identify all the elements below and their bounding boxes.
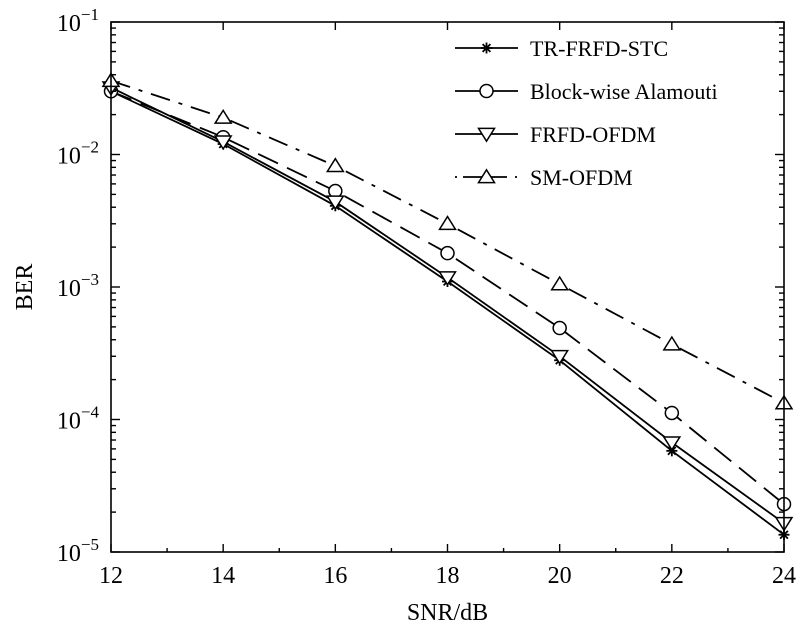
series-triangle-up: [101, 72, 794, 410]
data-point-circle: [664, 405, 680, 421]
y-tick-label: 10−4: [57, 403, 100, 435]
x-tick-label: 24: [772, 563, 796, 589]
legend-item: SM-OFDM: [455, 165, 633, 190]
series-line: [110, 79, 785, 404]
y-tick-base: 10: [57, 144, 81, 170]
x-tick-label: 20: [548, 563, 572, 589]
series-circle: [103, 84, 792, 512]
y-tick-label: 10−1: [57, 5, 99, 37]
data-point-triangle-down: [325, 195, 345, 211]
y-tick-label: 10−2: [57, 138, 99, 170]
legend-label: TR-FRFD-STC: [530, 36, 668, 61]
plot-area: [101, 72, 794, 541]
star-stroke: [481, 43, 492, 53]
data-point-triangle-up: [213, 108, 233, 124]
x-tick-label: 18: [436, 563, 460, 589]
y-tick-base: 10: [57, 409, 81, 435]
legend-label: SM-OFDM: [530, 165, 633, 190]
legend-label: Block-wise Alamouti: [530, 79, 718, 104]
data-point-triangle-up: [662, 335, 682, 351]
data-point-triangle-up: [550, 275, 570, 291]
x-tick-label: 12: [99, 563, 123, 589]
data-point-circle: [440, 245, 455, 261]
series-star: [105, 85, 790, 541]
data-point-triangle-down: [438, 271, 457, 287]
y-tick-label: 10−5: [57, 535, 99, 567]
y-tick-base: 10: [57, 541, 81, 567]
x-tick-label: 14: [211, 563, 235, 589]
data-point-star: [481, 42, 492, 54]
y-tick-label: 10−3: [57, 270, 99, 302]
data-point-circle: [479, 83, 494, 99]
data-point-triangle-down: [550, 349, 570, 365]
y-tick-exponent: −2: [81, 138, 99, 157]
data-point-circle: [552, 320, 567, 336]
series-line: [110, 90, 785, 505]
legend-item: Block-wise Alamouti: [455, 79, 718, 104]
x-tick-label: 16: [323, 563, 347, 589]
legend: TR-FRFD-STC Block-wise Alamouti FRFD-OFDM S…: [455, 36, 718, 190]
y-tick-exponent: −1: [81, 5, 99, 24]
data-point-triangle-down: [662, 436, 682, 452]
data-point-triangle-up: [438, 215, 457, 231]
data-point-triangle-down: [477, 127, 496, 143]
data-point-triangle-up: [477, 168, 496, 184]
y-tick-base: 10: [57, 276, 81, 302]
x-tick-label: 22: [660, 563, 684, 589]
legend-label: FRFD-OFDM: [530, 122, 656, 147]
series-line: [110, 86, 785, 524]
y-tick-exponent: −5: [81, 535, 99, 554]
y-tick-base: 10: [57, 11, 81, 37]
y-tick-exponent: −4: [81, 403, 100, 422]
series-line: [110, 90, 785, 536]
y-axis-label: BER: [12, 264, 38, 311]
legend-item: FRFD-OFDM: [455, 122, 656, 147]
data-point-triangle-up: [325, 157, 345, 173]
x-axis-label: SNR/dB: [407, 600, 488, 626]
legend-item: TR-FRFD-STC: [455, 36, 668, 61]
y-tick-exponent: −3: [81, 270, 99, 289]
data-point-triangle-down: [213, 135, 233, 151]
